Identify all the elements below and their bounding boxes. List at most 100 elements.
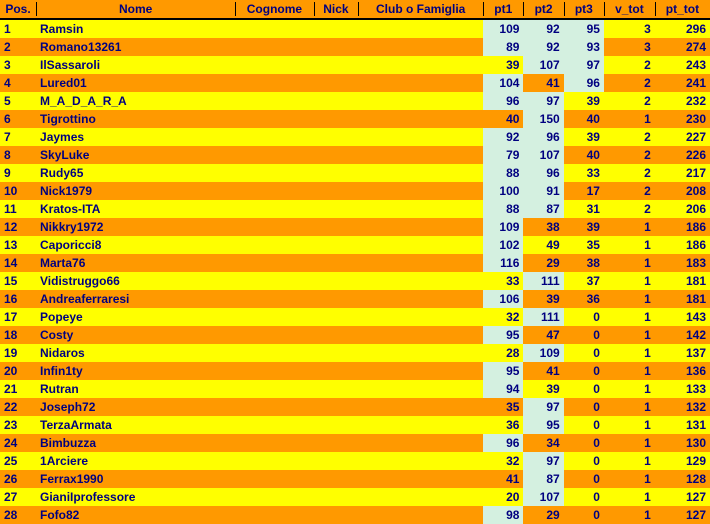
- cell-nome: Lured01: [36, 74, 235, 92]
- header-row: Pos. Nome Cognome Nick Club o Famiglia p…: [0, 0, 710, 20]
- cell-pttot: 143: [655, 308, 710, 326]
- cell-pttot: 142: [655, 326, 710, 344]
- cell-pttot: 208: [655, 182, 710, 200]
- table-row: 28Fofo82982901127: [0, 506, 710, 524]
- cell-vtot: 1: [604, 398, 655, 416]
- cell-pt3: 93: [564, 38, 604, 56]
- cell-pt2: 150: [523, 110, 563, 128]
- cell-pt1: 39: [483, 56, 523, 74]
- table-row: 21Rutran943901133: [0, 380, 710, 398]
- cell-nome: Nidaros: [36, 344, 235, 362]
- cell-nome: M_A_D_A_R_A: [36, 92, 235, 110]
- cell-pt3: 95: [564, 20, 604, 38]
- cell-vtot: 2: [604, 146, 655, 164]
- cell-pt3: 0: [564, 488, 604, 506]
- cell-pt1: 96: [483, 434, 523, 452]
- cell-pttot: 128: [655, 470, 710, 488]
- cell-pt3: 0: [564, 470, 604, 488]
- cell-pttot: 217: [655, 164, 710, 182]
- cell-pt1: 109: [483, 218, 523, 236]
- cell-cognome: [235, 398, 313, 416]
- cell-club: [358, 506, 483, 524]
- cell-cognome: [235, 344, 313, 362]
- cell-pt2: 41: [523, 362, 563, 380]
- cell-pos: 11: [0, 200, 36, 218]
- cell-nick: [314, 308, 359, 326]
- cell-pt2: 49: [523, 236, 563, 254]
- cell-cognome: [235, 416, 313, 434]
- cell-nick: [314, 452, 359, 470]
- cell-nome: SkyLuke: [36, 146, 235, 164]
- table-row: 251Arciere329701129: [0, 452, 710, 470]
- cell-nick: [314, 254, 359, 272]
- cell-cognome: [235, 380, 313, 398]
- cell-nick: [314, 56, 359, 74]
- cell-pt2: 87: [523, 200, 563, 218]
- cell-cognome: [235, 488, 313, 506]
- cell-pt1: 32: [483, 308, 523, 326]
- cell-vtot: 1: [604, 452, 655, 470]
- cell-nick: [314, 164, 359, 182]
- cell-cognome: [235, 308, 313, 326]
- cell-pt1: 40: [483, 110, 523, 128]
- cell-pt2: 97: [523, 452, 563, 470]
- cell-pt1: 89: [483, 38, 523, 56]
- cell-pt1: 106: [483, 290, 523, 308]
- cell-pt2: 97: [523, 398, 563, 416]
- cell-pt3: 0: [564, 308, 604, 326]
- cell-club: [358, 38, 483, 56]
- cell-nome: Marta76: [36, 254, 235, 272]
- cell-pt1: 36: [483, 416, 523, 434]
- cell-vtot: 3: [604, 38, 655, 56]
- cell-pos: 10: [0, 182, 36, 200]
- cell-pt2: 87: [523, 470, 563, 488]
- cell-cognome: [235, 164, 313, 182]
- cell-pos: 27: [0, 488, 36, 506]
- cell-nome: TerzaArmata: [36, 416, 235, 434]
- table-row: 17Popeye3211101143: [0, 308, 710, 326]
- cell-cognome: [235, 56, 313, 74]
- cell-pt1: 32: [483, 452, 523, 470]
- cell-pttot: 132: [655, 398, 710, 416]
- cell-nome: Rudy65: [36, 164, 235, 182]
- table-row: 7Jaymes9296392227: [0, 128, 710, 146]
- cell-pt2: 109: [523, 344, 563, 362]
- cell-pt1: 109: [483, 20, 523, 38]
- cell-cognome: [235, 272, 313, 290]
- cell-club: [358, 236, 483, 254]
- cell-pos: 16: [0, 290, 36, 308]
- table-row: 5M_A_D_A_R_A9697392232: [0, 92, 710, 110]
- cell-club: [358, 164, 483, 182]
- cell-cognome: [235, 470, 313, 488]
- cell-pt2: 107: [523, 56, 563, 74]
- cell-pt3: 37: [564, 272, 604, 290]
- cell-pt2: 29: [523, 254, 563, 272]
- table-row: 4Lured0110441962241: [0, 74, 710, 92]
- cell-nick: [314, 362, 359, 380]
- table-row: 9Rudy658896332217: [0, 164, 710, 182]
- cell-cognome: [235, 38, 313, 56]
- cell-vtot: 1: [604, 308, 655, 326]
- cell-vtot: 2: [604, 56, 655, 74]
- cell-vtot: 1: [604, 344, 655, 362]
- cell-cognome: [235, 506, 313, 524]
- cell-vtot: 1: [604, 470, 655, 488]
- cell-pttot: 241: [655, 74, 710, 92]
- cell-nick: [314, 218, 359, 236]
- cell-pt3: 0: [564, 506, 604, 524]
- cell-pos: 18: [0, 326, 36, 344]
- cell-club: [358, 362, 483, 380]
- cell-pttot: 131: [655, 416, 710, 434]
- col-pt2: pt2: [523, 0, 563, 20]
- col-nome: Nome: [36, 0, 235, 20]
- table-row: 26Ferrax1990418701128: [0, 470, 710, 488]
- table-row: 11Kratos-ITA8887312206: [0, 200, 710, 218]
- cell-pt3: 96: [564, 74, 604, 92]
- cell-pos: 20: [0, 362, 36, 380]
- cell-cognome: [235, 110, 313, 128]
- cell-club: [358, 92, 483, 110]
- cell-cognome: [235, 434, 313, 452]
- cell-pos: 15: [0, 272, 36, 290]
- cell-pos: 12: [0, 218, 36, 236]
- cell-nome: Vidistruggo66: [36, 272, 235, 290]
